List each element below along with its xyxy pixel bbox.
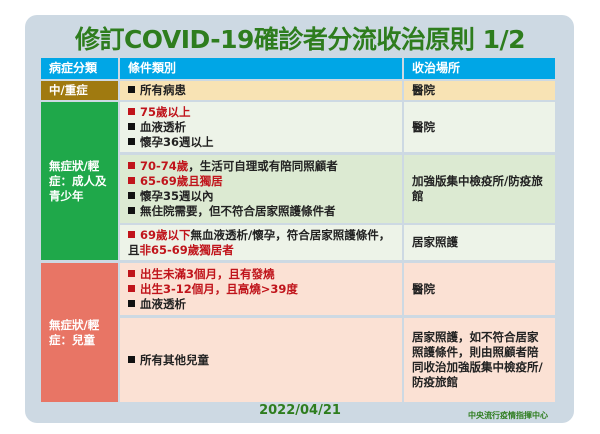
condition-item: 所有病患: [128, 83, 394, 98]
condition-text: 血液透析: [140, 296, 186, 311]
bullet-icon: [128, 86, 135, 93]
condition-text: 無住院需要，但不符合居家照護條件者: [140, 204, 336, 218]
header-place: 收治場所: [404, 58, 555, 79]
category-severe: 中/重症: [41, 81, 118, 100]
condition-text: 懷孕35週以內: [140, 189, 214, 203]
place-cell: 居家照護，如不符合居家照護條件，則由照顧者陪同收治加強版集中檢疫所/防疫旅館: [404, 318, 555, 402]
header-category: 病症分類: [41, 58, 118, 79]
bullet-icon: [128, 137, 135, 145]
condition-item: 血液透析: [128, 120, 394, 135]
condition-cell: 69歲以下無血液透析/懷孕，符合居家照護條件，且非65-69歲獨居者: [120, 225, 402, 260]
condition-text: 69歲以下: [140, 227, 191, 242]
condition-text: 70-74歲: [140, 159, 189, 173]
bullet-icon: [128, 162, 135, 169]
bullet-icon: [128, 355, 135, 363]
bullet-icon: [128, 284, 135, 292]
condition-cell: 70-74歲，生活可自理或有陪同照顧者 65-69歲且獨居 懷孕35週以內 無住院需要…: [120, 155, 402, 223]
condition-text: 所有其他兒童: [140, 352, 209, 367]
condition-cell: 75歲以上 血液透析 懷孕36週以上: [120, 102, 402, 152]
condition-item: 75歲以上: [128, 105, 394, 120]
condition-item: 懷孕35週以內: [128, 189, 394, 204]
condition-item: 69歲以下無血液透析/懷孕，符合居家照護條件，且非65-69歲獨居者: [128, 228, 394, 258]
place-cell: 醫院: [404, 102, 555, 152]
condition-item: 出生3-12個月，且高燒>39度: [128, 282, 394, 297]
place-cell: 居家照護: [404, 225, 555, 260]
condition-item: 65-69歲且獨居: [128, 174, 394, 189]
bullet-icon: [128, 230, 135, 238]
organization: 中央流行疫情指揮中心: [468, 411, 548, 420]
condition-text: 懷孕36週以上: [140, 134, 214, 149]
condition-text: 無血液透析/懷孕，符合居家照護條件，且: [128, 227, 391, 257]
category-adult: 無症狀/輕症：成人及青少年: [41, 102, 118, 260]
condition-item: 所有其他兒童: [128, 353, 394, 368]
bullet-icon: [128, 122, 135, 130]
bullet-icon: [128, 107, 135, 115]
condition-item: 無住院需要，但不符合居家照護條件者: [128, 204, 394, 219]
category-child: 無症狀/輕症：兒童: [41, 263, 118, 402]
condition-item: 出生未滿3個月，且有發燒: [128, 267, 394, 282]
bullet-icon: [128, 269, 135, 277]
bullet-icon: [128, 192, 135, 199]
condition-item: 血液透析: [128, 297, 394, 312]
page-title: 修訂COVID-19確診者分流收治原則 1/2: [74, 25, 526, 54]
bullet-icon: [128, 207, 135, 214]
condition-cell: 所有其他兒童: [120, 318, 402, 402]
bullet-icon: [128, 299, 135, 307]
condition-cell: 所有病患: [120, 81, 402, 100]
condition-text: 出生未滿3個月，且有發燒: [140, 266, 275, 281]
date: 2022/04/21: [259, 403, 341, 418]
condition-text: 65-69歲且獨居: [140, 174, 223, 188]
condition-text: 血液透析: [140, 119, 186, 134]
condition-item: 70-74歲，生活可自理或有陪同照顧者: [128, 159, 394, 174]
condition-item: 懷孕36週以上: [128, 135, 394, 150]
condition-text: 非65-69歲獨居者: [139, 242, 234, 257]
condition-text: 所有病患: [140, 83, 186, 97]
condition-text: 75歲以上: [140, 104, 191, 119]
condition-text: 出生3-12個月，且高燒>39度: [140, 281, 298, 296]
condition-cell: 出生未滿3個月，且有發燒 出生3-12個月，且高燒>39度 血液透析: [120, 263, 402, 315]
place-cell: 醫院: [404, 81, 555, 100]
place-cell: 加強版集中檢疫所/防疫旅館: [404, 155, 555, 223]
bullet-icon: [128, 177, 135, 184]
header-condition: 條件類別: [120, 58, 402, 79]
place-cell: 醫院: [404, 263, 555, 315]
condition-text: ，生活可自理或有陪同照顧者: [188, 159, 338, 173]
